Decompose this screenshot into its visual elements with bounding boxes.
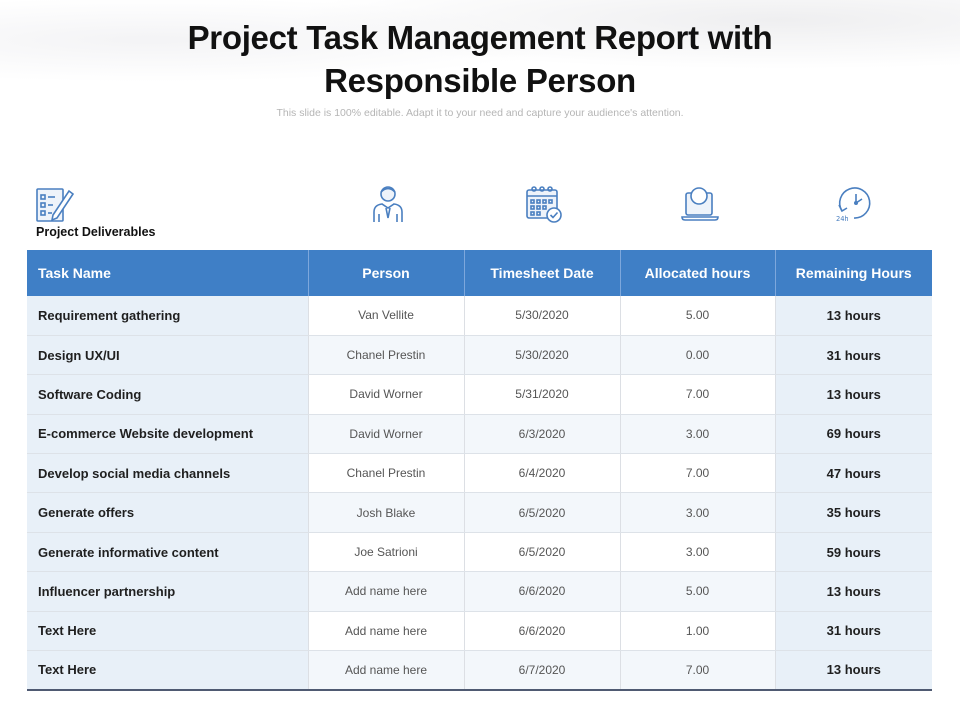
- table-row: Generate offers Josh Blake 6/5/2020 3.00…: [27, 492, 932, 533]
- table-row: Influencer partnership Add name here 6/6…: [27, 571, 932, 612]
- svg-text:24h: 24h: [836, 215, 849, 223]
- person-cell: Add name here: [308, 650, 465, 691]
- date-cell: 5/30/2020: [464, 296, 621, 336]
- task-name-cell: Text Here: [27, 650, 309, 691]
- header-task-name: Task Name: [27, 250, 309, 296]
- allocated-cell: 5.00: [620, 296, 776, 336]
- task-name-cell: Software Coding: [27, 374, 309, 415]
- person-cell: Van Vellite: [308, 296, 465, 336]
- date-cell: 6/7/2020: [464, 650, 621, 691]
- table-row: Software Coding David Worner 5/31/2020 7…: [27, 374, 932, 415]
- person-cell: David Worner: [308, 374, 465, 415]
- person-tie-icon: [366, 181, 410, 225]
- table-row: Text Here Add name here 6/7/2020 7.00 13…: [27, 650, 932, 691]
- allocated-cell: 3.00: [620, 492, 776, 533]
- remaining-cell: 13 hours: [775, 374, 932, 415]
- header-allocated-hours: Allocated hours: [620, 250, 776, 296]
- checklist-pen-icon: [33, 181, 77, 225]
- table-row: Requirement gathering Van Vellite 5/30/2…: [27, 296, 932, 336]
- task-name-cell: Text Here: [27, 611, 309, 652]
- clock-24h-icon: 24h: [832, 181, 876, 225]
- person-cell: Add name here: [308, 611, 465, 652]
- allocated-cell: 0.00: [620, 335, 776, 376]
- page-title: Project Task Management Report with Resp…: [0, 16, 960, 102]
- remaining-cell: 13 hours: [775, 296, 932, 336]
- title-line-2: Responsible Person: [324, 62, 636, 99]
- allocated-cell: 3.00: [620, 532, 776, 573]
- laptop-user-icon: [678, 181, 722, 225]
- person-cell: Chanel Prestin: [308, 453, 465, 494]
- title-line-1: Project Task Management Report with: [187, 19, 773, 56]
- date-cell: 6/4/2020: [464, 453, 621, 494]
- task-name-cell: Generate offers: [27, 492, 309, 533]
- remaining-cell: 31 hours: [775, 611, 932, 652]
- allocated-cell: 3.00: [620, 414, 776, 455]
- person-cell: Josh Blake: [308, 492, 465, 533]
- subtitle: This slide is 100% editable. Adapt it to…: [276, 107, 684, 119]
- task-name-cell: Generate informative content: [27, 532, 309, 573]
- allocated-cell: 5.00: [620, 571, 776, 612]
- task-name-cell: Design UX/UI: [27, 335, 309, 376]
- table-row: Text Here Add name here 6/6/2020 1.00 31…: [27, 611, 932, 652]
- task-name-cell: E-commerce Website development: [27, 414, 309, 455]
- section-label: Project Deliverables: [36, 225, 156, 239]
- table-header-row: Task Name Person Timesheet Date Allocate…: [27, 250, 932, 296]
- date-cell: 6/5/2020: [464, 492, 621, 533]
- allocated-cell: 7.00: [620, 374, 776, 415]
- task-name-cell: Requirement gathering: [27, 296, 309, 336]
- allocated-cell: 7.00: [620, 453, 776, 494]
- person-cell: Chanel Prestin: [308, 335, 465, 376]
- calendar-check-icon: [522, 181, 566, 225]
- remaining-cell: 47 hours: [775, 453, 932, 494]
- table-row: Generate informative content Joe Satrion…: [27, 532, 932, 573]
- table-row: Develop social media channels Chanel Pre…: [27, 453, 932, 494]
- remaining-cell: 31 hours: [775, 335, 932, 376]
- date-cell: 6/5/2020: [464, 532, 621, 573]
- remaining-cell: 59 hours: [775, 532, 932, 573]
- allocated-cell: 7.00: [620, 650, 776, 691]
- date-cell: 5/31/2020: [464, 374, 621, 415]
- date-cell: 6/3/2020: [464, 414, 621, 455]
- date-cell: 5/30/2020: [464, 335, 621, 376]
- table-row: E-commerce Website development David Wor…: [27, 414, 932, 455]
- date-cell: 6/6/2020: [464, 611, 621, 652]
- header-person: Person: [308, 250, 465, 296]
- table-row: Design UX/UI Chanel Prestin 5/30/2020 0.…: [27, 335, 932, 376]
- header-remaining-hours: Remaining Hours: [775, 250, 932, 296]
- header-timesheet-date: Timesheet Date: [464, 250, 621, 296]
- remaining-cell: 69 hours: [775, 414, 932, 455]
- task-name-cell: Influencer partnership: [27, 571, 309, 612]
- task-report-table: Task Name Person Timesheet Date Allocate…: [27, 250, 932, 691]
- remaining-cell: 35 hours: [775, 492, 932, 533]
- remaining-cell: 13 hours: [775, 571, 932, 612]
- date-cell: 6/6/2020: [464, 571, 621, 612]
- person-cell: Joe Satrioni: [308, 532, 465, 573]
- remaining-cell: 13 hours: [775, 650, 932, 691]
- person-cell: Add name here: [308, 571, 465, 612]
- task-name-cell: Develop social media channels: [27, 453, 309, 494]
- allocated-cell: 1.00: [620, 611, 776, 652]
- person-cell: David Worner: [308, 414, 465, 455]
